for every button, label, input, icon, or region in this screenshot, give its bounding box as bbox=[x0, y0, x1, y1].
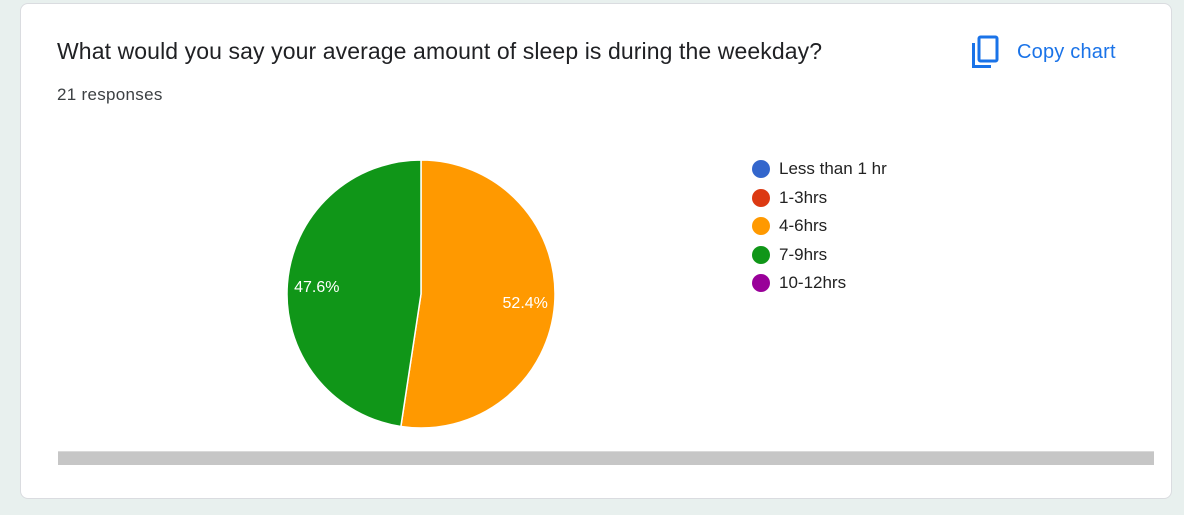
legend-swatch bbox=[752, 160, 770, 179]
response-count: 21 responses bbox=[57, 85, 163, 104]
legend-item-7-9hrs[interactable]: 7-9hrs bbox=[752, 241, 887, 270]
pie-chart: 52.4% 47.6% bbox=[286, 159, 556, 429]
legend-label: 10-12hrs bbox=[779, 273, 847, 293]
question-title: What would you say your average amount o… bbox=[57, 38, 823, 64]
pie-data-label: 52.4% bbox=[503, 295, 548, 312]
pie-slice-7-9hrs[interactable] bbox=[286, 159, 422, 428]
pie-data-label: 47.6% bbox=[294, 279, 339, 296]
legend-label: 1-3hrs bbox=[779, 187, 828, 207]
legend-swatch bbox=[752, 217, 770, 236]
copy-chart-button[interactable]: Copy chart bbox=[971, 32, 1116, 72]
legend-label: 7-9hrs bbox=[779, 244, 828, 264]
legend-item-1-3hrs[interactable]: 1-3hrs bbox=[752, 184, 887, 213]
legend-swatch bbox=[752, 188, 770, 207]
legend-swatch bbox=[752, 245, 770, 264]
legend-label: 4-6hrs bbox=[779, 216, 828, 236]
chart-card: What would you say your average amount o… bbox=[20, 3, 1172, 499]
legend-swatch bbox=[752, 274, 770, 293]
pie-slice-4-6hrs[interactable] bbox=[400, 159, 556, 429]
chart-legend: Less than 1 hr 1-3hrs 4-6hrs 7-9hrs 10-12hrs bbox=[752, 155, 887, 298]
legend-label: Less than 1 hr bbox=[779, 159, 887, 179]
legend-item-10-12hrs[interactable]: 10-12hrs bbox=[752, 269, 887, 298]
legend-item-4-6hrs[interactable]: 4-6hrs bbox=[752, 212, 887, 241]
horizontal-scrollbar[interactable] bbox=[58, 451, 1154, 465]
copy-icon bbox=[971, 35, 999, 69]
legend-item-less-than-1-hr[interactable]: Less than 1 hr bbox=[752, 155, 887, 184]
copy-chart-label: Copy chart bbox=[1017, 40, 1116, 63]
